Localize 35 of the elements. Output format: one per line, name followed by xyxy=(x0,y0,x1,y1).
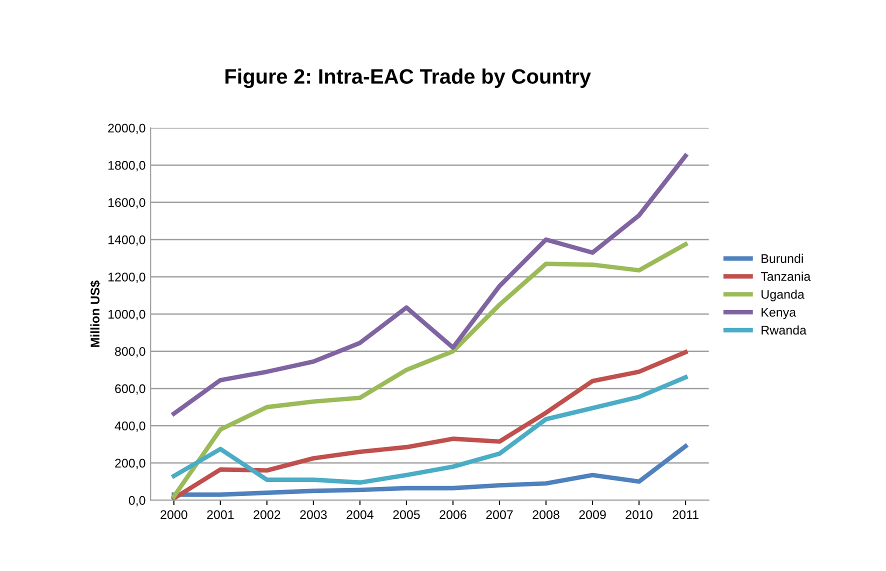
y-tick-label: 1400,0 xyxy=(108,235,146,246)
y-tick-label: 2000,0 xyxy=(108,124,146,134)
y-tick-label: 1800,0 xyxy=(108,160,146,172)
y-tick-label: 1600,0 xyxy=(108,198,146,208)
x-tick-label: 2000 xyxy=(160,510,188,520)
x-tick-label: 2006 xyxy=(440,510,466,520)
y-tick-label: 1000,0 xyxy=(108,310,146,320)
x-tick-label: 2001 xyxy=(207,510,234,520)
legend-label: Kenya xyxy=(762,308,796,320)
y-tick-label: 600,0 xyxy=(115,384,146,395)
x-tick-label: 2011 xyxy=(672,510,698,520)
line-series xyxy=(172,444,688,497)
line-series xyxy=(172,242,688,499)
legend-label: Tanzania xyxy=(760,272,811,281)
legend-label: Rwanda xyxy=(762,325,806,335)
x-tick-label: 2007 xyxy=(486,510,513,520)
x-tick-label: 2002 xyxy=(254,510,280,520)
y-tick-label: 0,0 xyxy=(128,496,146,506)
x-tick-label: 2008 xyxy=(532,510,560,520)
x-tick-label: 2009 xyxy=(579,510,606,520)
x-tick-label: 2010 xyxy=(626,510,652,520)
line-series xyxy=(172,154,688,416)
x-tick-label: 2004 xyxy=(346,510,374,520)
legend-label: Burundi xyxy=(762,254,803,263)
y-tick-label: 800,0 xyxy=(115,347,146,358)
y-tick-label: 200,0 xyxy=(115,458,146,470)
x-tick-label: 2005 xyxy=(393,510,420,520)
y-axis-title: Million US$ xyxy=(90,280,100,347)
chart-title: Figure 2: Intra-EAC Trade by Country xyxy=(225,68,591,88)
legend-label: Uganda xyxy=(762,290,804,302)
y-tick-label: 400,0 xyxy=(114,422,146,432)
line-series xyxy=(172,375,688,485)
x-tick-label: 2003 xyxy=(300,510,327,520)
line-series xyxy=(172,350,688,500)
y-tick-label: 1200,0 xyxy=(108,272,146,283)
